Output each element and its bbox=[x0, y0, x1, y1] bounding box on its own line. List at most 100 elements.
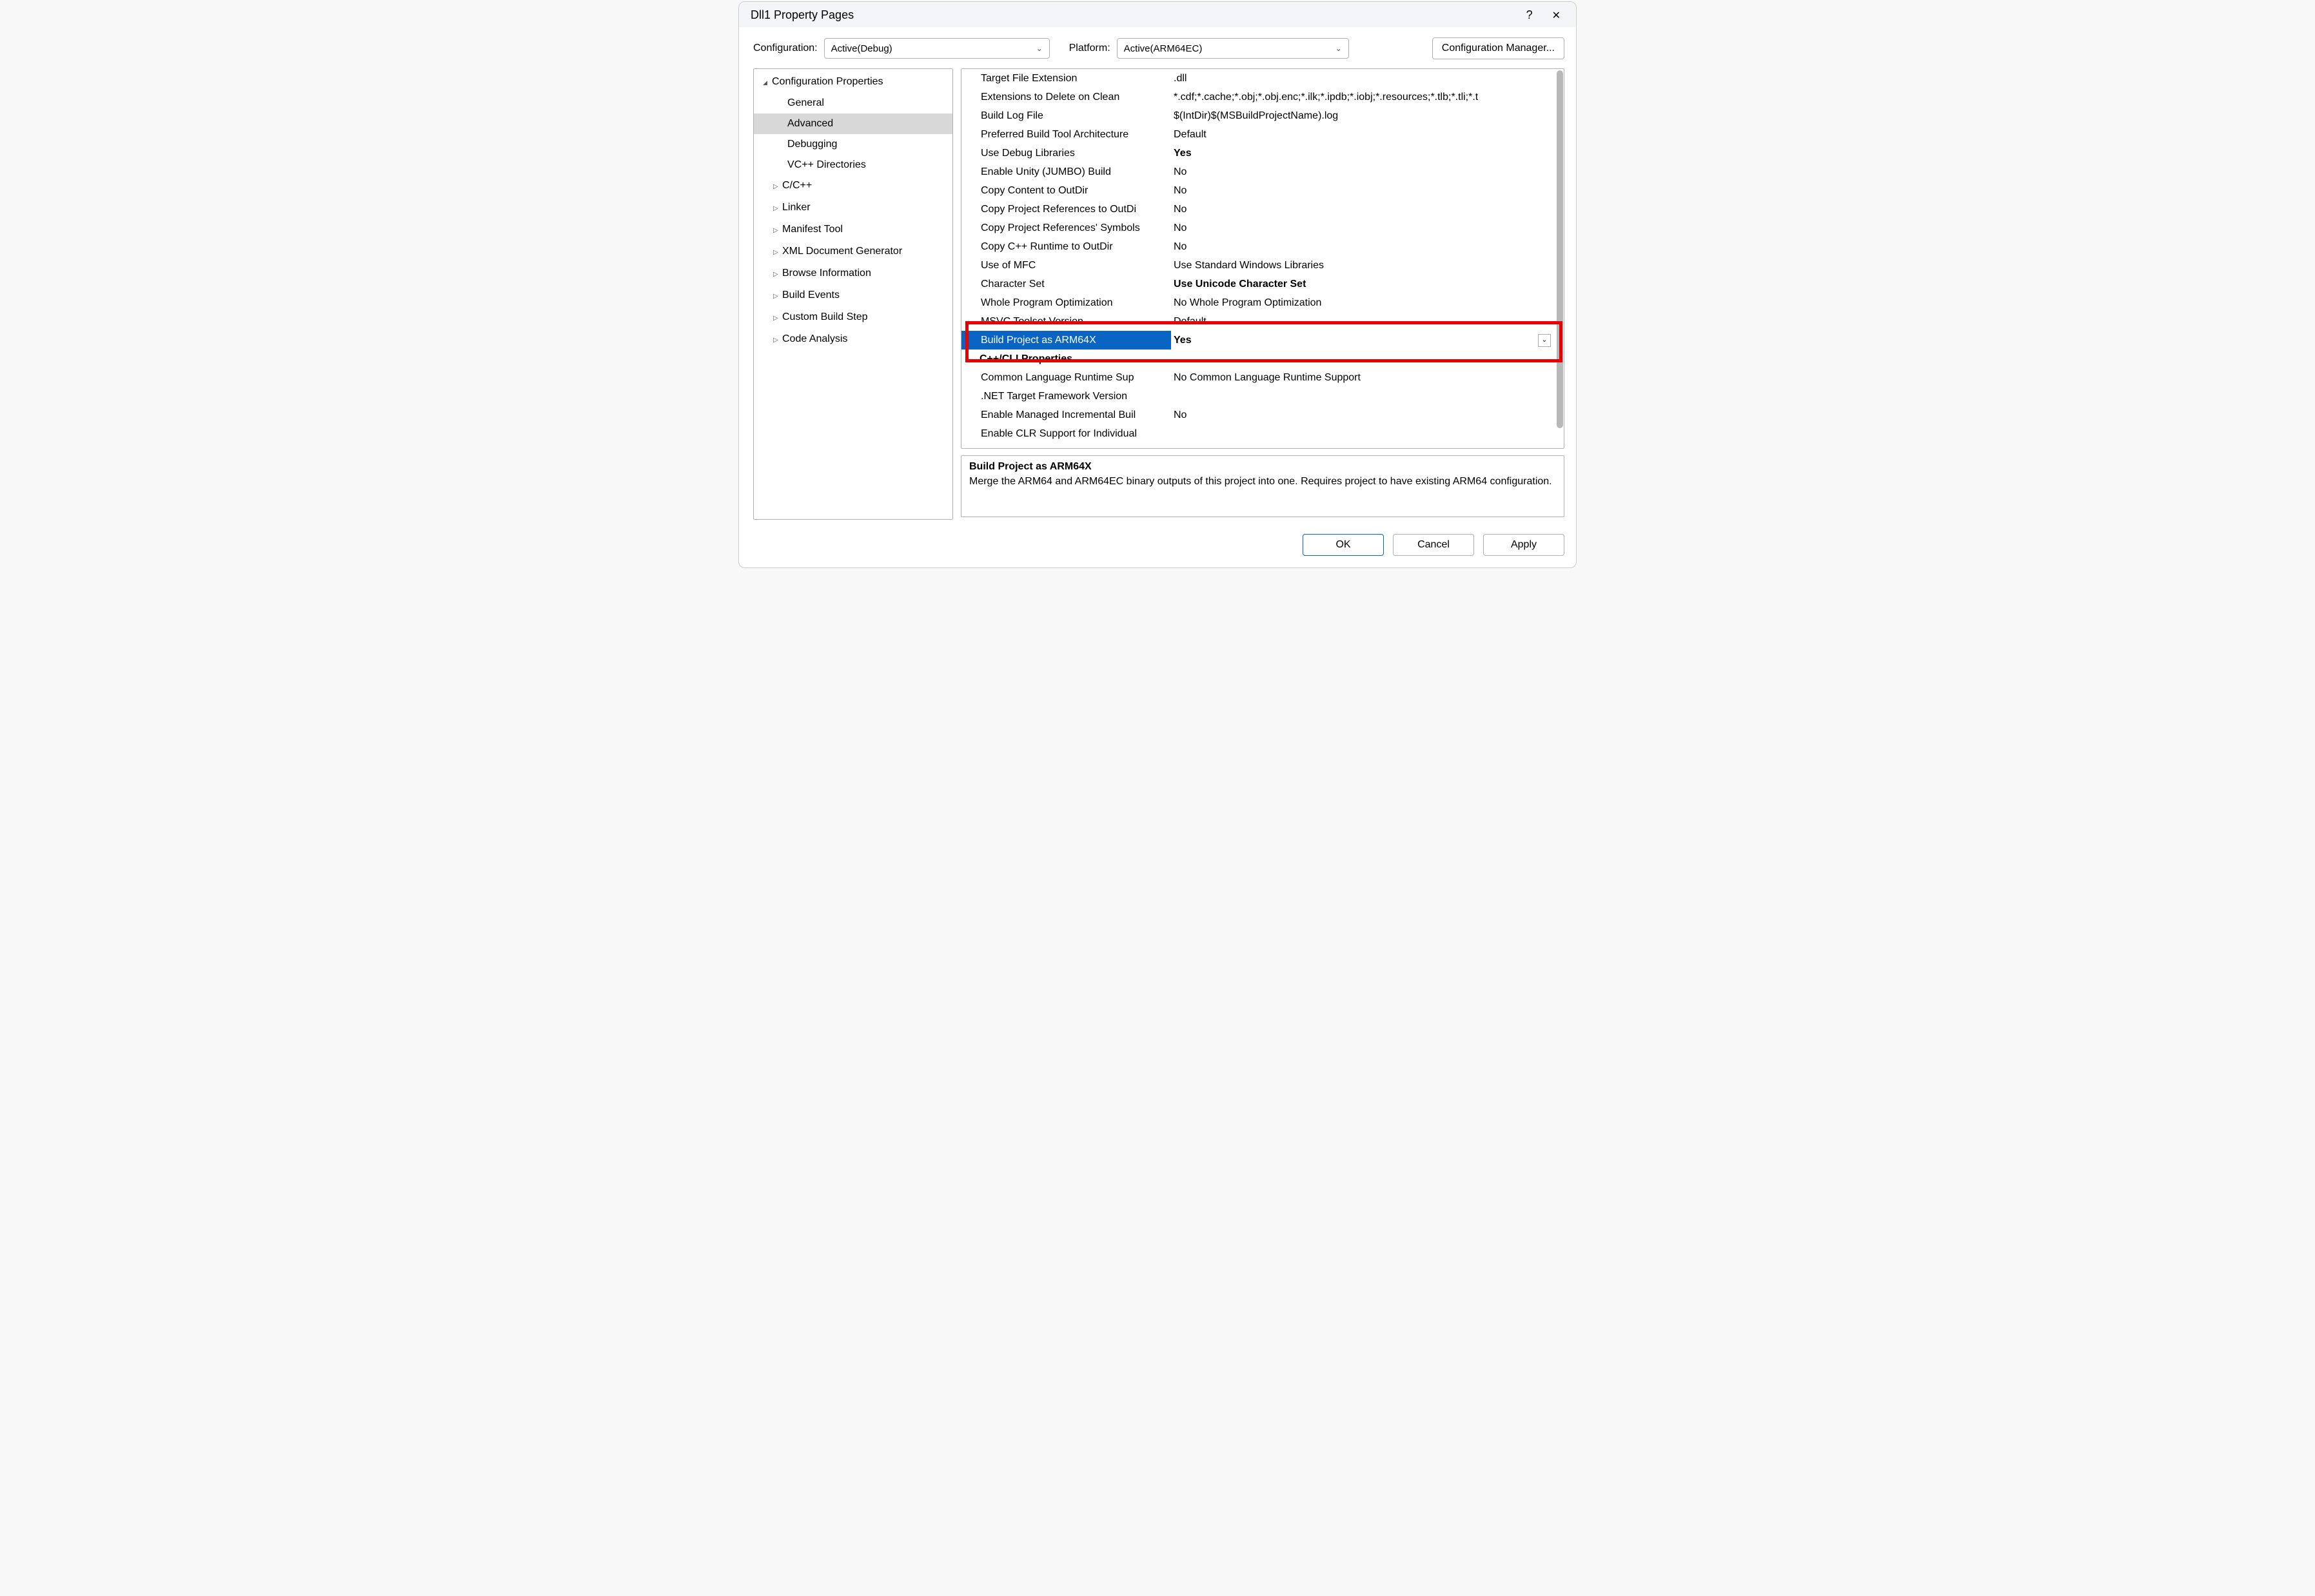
tree-item-linker[interactable]: Linker bbox=[754, 197, 952, 219]
property-value[interactable]: No Whole Program Optimization bbox=[1171, 293, 1555, 312]
description-text: Merge the ARM64 and ARM64EC binary outpu… bbox=[969, 474, 1556, 489]
property-row[interactable]: .NET Target Framework Version bbox=[961, 387, 1555, 406]
tree-root[interactable]: Configuration Properties bbox=[754, 72, 952, 93]
property-category[interactable]: ⌄C++/CLI Properties bbox=[961, 350, 1555, 368]
close-icon[interactable]: ✕ bbox=[1547, 9, 1566, 22]
tree-item-debugging[interactable]: Debugging bbox=[754, 134, 952, 155]
caret-collapsed-icon[interactable] bbox=[773, 309, 781, 328]
platform-select[interactable]: Active(ARM64EC) ⌄ bbox=[1117, 38, 1349, 59]
tree-item-code-analysis[interactable]: Code Analysis bbox=[754, 329, 952, 351]
category-tree[interactable]: Configuration Properties GeneralAdvanced… bbox=[753, 68, 953, 520]
property-value[interactable]: Yes bbox=[1171, 144, 1555, 163]
property-name: Build Project as ARM64X bbox=[981, 331, 1171, 350]
caret-collapsed-icon[interactable] bbox=[773, 287, 781, 306]
property-name: .NET Target Framework Version bbox=[981, 387, 1171, 406]
platform-label: Platform: bbox=[1069, 43, 1110, 54]
configuration-manager-button[interactable]: Configuration Manager... bbox=[1432, 37, 1564, 59]
tree-item-general[interactable]: General bbox=[754, 93, 952, 113]
property-row[interactable]: Target File Extension.dll bbox=[961, 69, 1555, 88]
property-row[interactable]: Common Language Runtime SupNo Common Lan… bbox=[961, 368, 1555, 387]
property-row[interactable]: Copy Content to OutDirNo bbox=[961, 181, 1555, 200]
property-name: MSVC Toolset Version bbox=[981, 312, 1171, 331]
property-name: Copy Content to OutDir bbox=[981, 181, 1171, 200]
dropdown-icon[interactable]: ⌄ bbox=[1538, 334, 1551, 347]
property-value[interactable]: Default bbox=[1171, 125, 1555, 144]
property-value[interactable]: Yes⌄ bbox=[1171, 331, 1555, 350]
property-name: Target File Extension bbox=[981, 69, 1171, 88]
property-name: Build Log File bbox=[981, 106, 1171, 125]
property-name: Enable Unity (JUMBO) Build bbox=[981, 163, 1171, 181]
description-panel: Build Project as ARM64X Merge the ARM64 … bbox=[961, 455, 1564, 517]
property-value[interactable]: Use Unicode Character Set bbox=[1171, 275, 1555, 293]
scrollbar-thumb[interactable] bbox=[1557, 70, 1563, 428]
property-value[interactable]: *.cdf;*.cache;*.obj;*.obj.enc;*.ilk;*.ip… bbox=[1171, 88, 1555, 106]
property-name: Copy Project References to OutDi bbox=[981, 200, 1171, 219]
property-name: Use of MFC bbox=[981, 256, 1171, 275]
property-row[interactable]: MSVC Toolset VersionDefault bbox=[961, 312, 1555, 331]
property-row[interactable]: Enable Unity (JUMBO) BuildNo bbox=[961, 163, 1555, 181]
property-grid[interactable]: Target File Extension.dllExtensions to D… bbox=[961, 68, 1564, 449]
property-row[interactable]: Whole Program OptimizationNo Whole Progr… bbox=[961, 293, 1555, 312]
help-icon[interactable]: ? bbox=[1512, 8, 1547, 22]
property-row[interactable]: Extensions to Delete on Clean*.cdf;*.cac… bbox=[961, 88, 1555, 106]
property-row[interactable]: Character SetUse Unicode Character Set bbox=[961, 275, 1555, 293]
dialog-footer: OK Cancel Apply bbox=[739, 527, 1576, 567]
tree-item-advanced[interactable]: Advanced bbox=[754, 113, 952, 134]
property-row[interactable]: Preferred Build Tool ArchitectureDefault bbox=[961, 125, 1555, 144]
config-toolbar: Configuration: Active(Debug) ⌄ Platform:… bbox=[739, 27, 1576, 68]
property-value[interactable]: $(IntDir)$(MSBuildProjectName).log bbox=[1171, 106, 1555, 125]
caret-collapsed-icon[interactable] bbox=[773, 199, 781, 218]
tree-item-build-events[interactable]: Build Events bbox=[754, 285, 952, 307]
platform-value: Active(ARM64EC) bbox=[1124, 43, 1203, 54]
property-value[interactable] bbox=[1171, 387, 1555, 406]
window-title: Dll1 Property Pages bbox=[751, 8, 1512, 22]
tree-item-custom-build-step[interactable]: Custom Build Step bbox=[754, 307, 952, 329]
property-name: Use Debug Libraries bbox=[981, 144, 1171, 163]
apply-button[interactable]: Apply bbox=[1483, 534, 1564, 556]
property-value[interactable]: No bbox=[1171, 219, 1555, 237]
property-value[interactable]: No bbox=[1171, 181, 1555, 200]
configuration-select[interactable]: Active(Debug) ⌄ bbox=[824, 38, 1050, 59]
property-pages-dialog: Dll1 Property Pages ? ✕ Configuration: A… bbox=[738, 1, 1577, 568]
property-name: Preferred Build Tool Architecture bbox=[981, 125, 1171, 144]
property-name: Character Set bbox=[981, 275, 1171, 293]
tree-item-xml-document-generator[interactable]: XML Document Generator bbox=[754, 241, 952, 263]
property-name: Whole Program Optimization bbox=[981, 293, 1171, 312]
caret-expanded-icon[interactable]: ⌄ bbox=[968, 350, 980, 368]
property-name: Extensions to Delete on Clean bbox=[981, 88, 1171, 106]
caret-collapsed-icon[interactable] bbox=[773, 221, 781, 240]
property-value[interactable]: No bbox=[1171, 406, 1555, 424]
caret-collapsed-icon[interactable] bbox=[773, 265, 781, 284]
caret-collapsed-icon[interactable] bbox=[773, 331, 781, 350]
property-value[interactable] bbox=[1171, 424, 1555, 443]
property-value[interactable]: No bbox=[1171, 237, 1555, 256]
property-row[interactable]: Build Project as ARM64XYes⌄ bbox=[961, 331, 1555, 350]
property-row[interactable]: Copy C++ Runtime to OutDirNo bbox=[961, 237, 1555, 256]
property-name: Enable CLR Support for Individual bbox=[981, 424, 1171, 443]
property-name: Copy Project References' Symbols bbox=[981, 219, 1171, 237]
property-value[interactable]: No Common Language Runtime Support bbox=[1171, 368, 1555, 387]
property-row[interactable]: Build Log File$(IntDir)$(MSBuildProjectN… bbox=[961, 106, 1555, 125]
property-row[interactable]: Copy Project References' SymbolsNo bbox=[961, 219, 1555, 237]
chevron-down-icon: ⌄ bbox=[1036, 44, 1043, 53]
property-row[interactable]: Enable Managed Incremental BuilNo bbox=[961, 406, 1555, 424]
caret-collapsed-icon[interactable] bbox=[773, 243, 781, 262]
caret-expanded-icon[interactable] bbox=[763, 74, 771, 92]
property-value[interactable]: No bbox=[1171, 200, 1555, 219]
cancel-button[interactable]: Cancel bbox=[1393, 534, 1474, 556]
property-name: Common Language Runtime Sup bbox=[981, 368, 1171, 387]
property-row[interactable]: Use Debug LibrariesYes bbox=[961, 144, 1555, 163]
property-row[interactable]: Use of MFCUse Standard Windows Libraries bbox=[961, 256, 1555, 275]
ok-button[interactable]: OK bbox=[1303, 534, 1384, 556]
caret-collapsed-icon[interactable] bbox=[773, 177, 781, 196]
property-row[interactable]: Enable CLR Support for Individual bbox=[961, 424, 1555, 443]
tree-item-manifest-tool[interactable]: Manifest Tool bbox=[754, 219, 952, 241]
tree-item-c-c-[interactable]: C/C++ bbox=[754, 175, 952, 197]
tree-item-vc-directories[interactable]: VC++ Directories bbox=[754, 155, 952, 175]
property-value[interactable]: No bbox=[1171, 163, 1555, 181]
property-value[interactable]: Use Standard Windows Libraries bbox=[1171, 256, 1555, 275]
property-value[interactable]: .dll bbox=[1171, 69, 1555, 88]
property-value[interactable]: Default bbox=[1171, 312, 1555, 331]
tree-item-browse-information[interactable]: Browse Information bbox=[754, 263, 952, 285]
property-row[interactable]: Copy Project References to OutDiNo bbox=[961, 200, 1555, 219]
